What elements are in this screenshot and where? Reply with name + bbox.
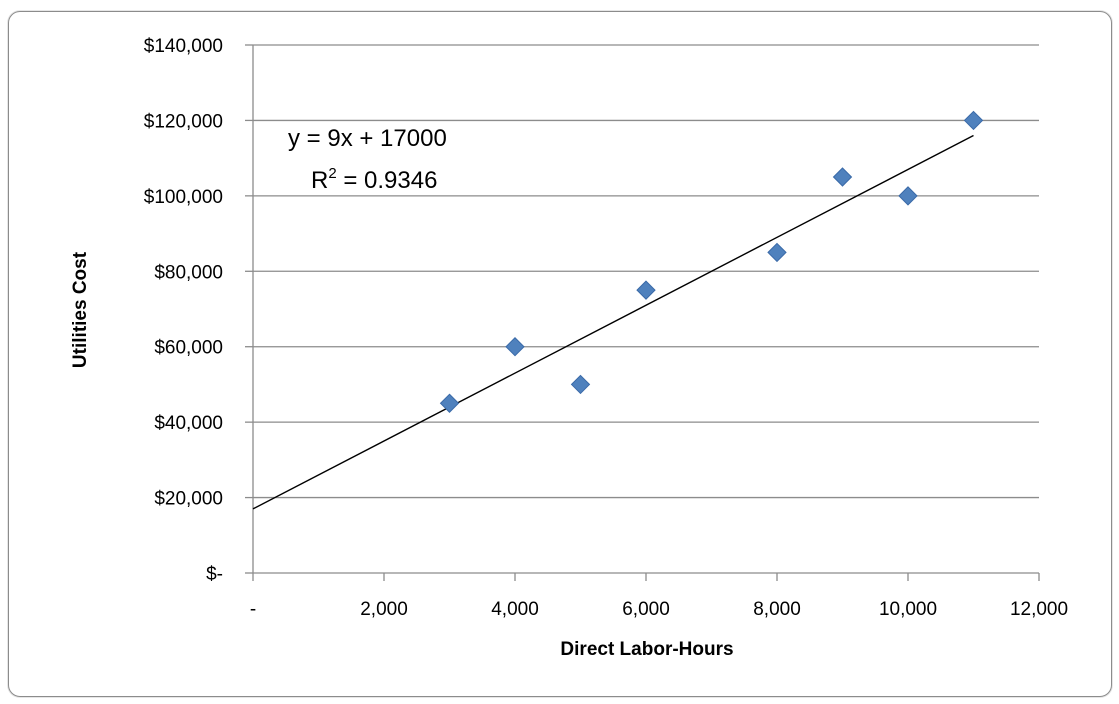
y-tick-label: $80,000 bbox=[154, 262, 223, 283]
trendline bbox=[252, 134, 974, 510]
data-point-marker bbox=[767, 242, 787, 263]
data-point-marker bbox=[636, 280, 656, 300]
y-tick-label: $60,000 bbox=[154, 338, 223, 359]
y-tick-label: $20,000 bbox=[154, 489, 223, 510]
data-point-marker bbox=[898, 186, 918, 206]
y-tick-label: $40,000 bbox=[154, 413, 223, 434]
x-tick-label: 10,000 bbox=[879, 599, 937, 620]
x-tick-label: 6,000 bbox=[622, 599, 670, 620]
r-squared-label: R2 = 0.9346 bbox=[311, 165, 437, 194]
x-tick-label: 12,000 bbox=[1010, 599, 1068, 620]
trendline-group bbox=[252, 134, 974, 510]
data-point-marker bbox=[439, 393, 460, 413]
y-tick-label: $100,000 bbox=[144, 187, 223, 208]
tick-labels: $- $20,000 $40,000 $60,000 $80,000 $100,000 $1… bbox=[144, 36, 1068, 620]
trendline-equation: y = 9x + 17000 bbox=[288, 125, 447, 152]
r-squared-value: = 0.9346 bbox=[337, 167, 438, 194]
data-point-marker bbox=[963, 110, 984, 131]
r-squared-superscript: 2 bbox=[328, 165, 336, 182]
x-tick-label: - bbox=[250, 599, 256, 620]
x-axis-title: Direct Labor-Hours bbox=[560, 639, 733, 660]
y-tick-label: $120,000 bbox=[144, 111, 223, 132]
y-tick-label: $- bbox=[206, 564, 223, 585]
data-point-marker bbox=[832, 167, 853, 187]
x-tick-label: 4,000 bbox=[491, 599, 539, 620]
data-points bbox=[439, 110, 984, 413]
axes bbox=[245, 44, 1040, 581]
data-point-marker bbox=[570, 374, 591, 395]
data-point-marker bbox=[505, 337, 525, 357]
gridlines bbox=[253, 44, 1039, 499]
r-squared-prefix: R bbox=[311, 167, 328, 194]
y-tick-label: $140,000 bbox=[144, 36, 223, 57]
chart-area[interactable] bbox=[8, 11, 1112, 697]
x-tick-label: 2,000 bbox=[360, 599, 408, 620]
x-tick-label: 8,000 bbox=[753, 599, 801, 620]
y-axis-title: Utilities Cost bbox=[70, 251, 91, 368]
